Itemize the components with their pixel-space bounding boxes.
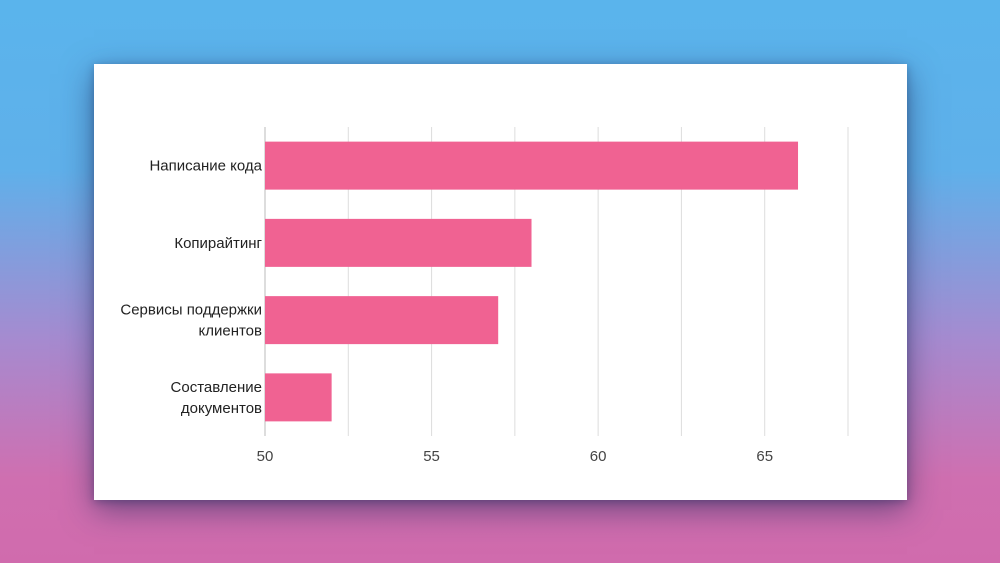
bar-chart: Написание кода Копирайтинг Сервисы поддерж… — [120, 127, 849, 465]
category-label: Составление документов — [171, 379, 262, 417]
x-tick-label: 55 — [423, 448, 440, 465]
bar — [265, 296, 499, 345]
category-label: Сервисы поддержки клиентов — [120, 302, 262, 340]
x-tick-label: 60 — [590, 448, 607, 465]
category-label: Написание кода — [149, 158, 262, 175]
category-labels: Написание кода Копирайтинг Сервисы поддерж… — [120, 158, 262, 417]
bar — [265, 218, 532, 267]
bars — [265, 141, 799, 422]
category-label: Копирайтинг — [174, 235, 262, 252]
chart-card: Написание кода Копирайтинг Сервисы поддерж… — [94, 64, 907, 500]
bar — [265, 373, 332, 422]
bar — [265, 141, 799, 190]
x-tick-label: 65 — [756, 448, 773, 465]
x-tick-label: 50 — [257, 448, 274, 465]
x-axis-tick-labels: 50 55 60 65 — [257, 448, 773, 465]
